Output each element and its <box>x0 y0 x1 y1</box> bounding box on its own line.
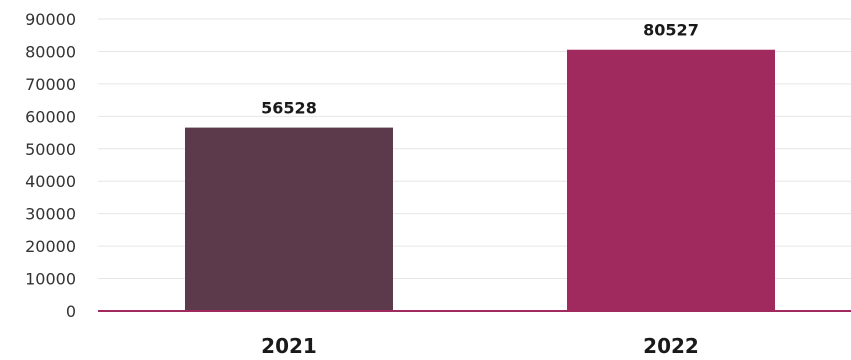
y-tick-label: 0 <box>66 302 76 321</box>
y-tick-label: 80000 <box>25 42 76 61</box>
data-label-2021: 56528 <box>261 99 317 118</box>
bar-2022 <box>567 49 775 312</box>
y-tick-label: 70000 <box>25 75 76 94</box>
y-tick-label: 50000 <box>25 140 76 159</box>
data-label-2022: 80527 <box>643 21 699 40</box>
y-tick-label: 60000 <box>25 107 76 126</box>
bars <box>185 49 775 312</box>
x-axis-categories: 2021 2022 <box>261 334 699 358</box>
data-labels: 56528 80527 <box>261 21 699 118</box>
y-tick-label: 20000 <box>25 237 76 256</box>
y-tick-label: 40000 <box>25 172 76 191</box>
x-category-label: 2022 <box>643 334 699 358</box>
bar-2021 <box>185 127 393 311</box>
y-axis-ticks: 0 10000 20000 30000 40000 50000 60000 70000 8000… <box>25 10 76 321</box>
y-tick-label: 90000 <box>25 10 76 29</box>
y-tick-label: 30000 <box>25 205 76 224</box>
x-category-label: 2021 <box>261 334 317 358</box>
y-tick-label: 10000 <box>25 270 76 289</box>
